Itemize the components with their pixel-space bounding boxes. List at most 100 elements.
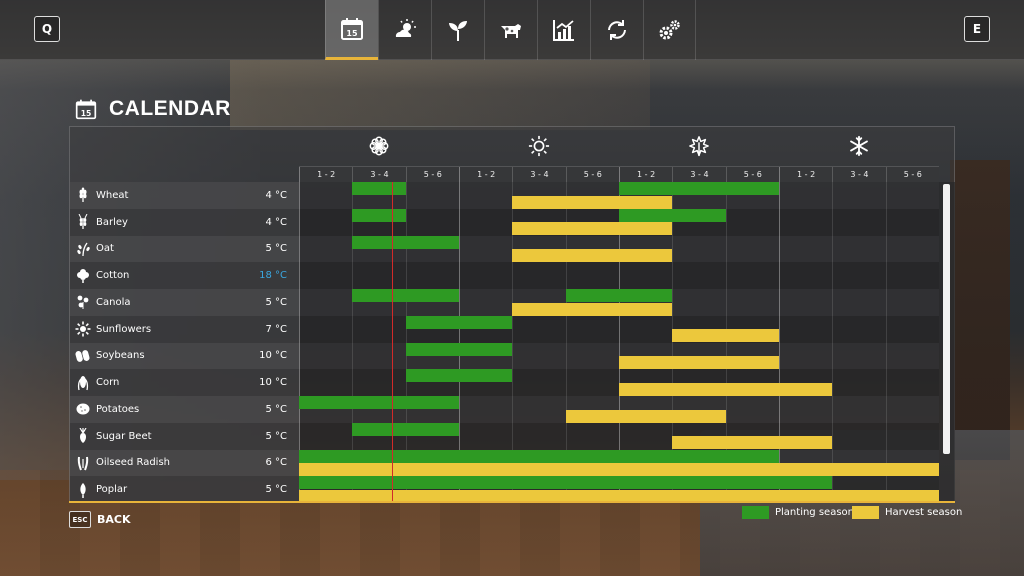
crop-row[interactable]: Barley 4 °C — [70, 208, 939, 236]
period-cell — [299, 262, 353, 289]
period-label: 1 - 2 — [778, 167, 832, 182]
period-label: 3 - 4 — [512, 167, 565, 182]
planting-bar — [352, 208, 406, 222]
crop-season-grid — [299, 235, 939, 263]
period-cell — [885, 235, 939, 263]
crop-name: Poplar — [96, 484, 128, 496]
crop-row[interactable]: Cotton 18 °C — [70, 262, 939, 289]
season-header — [299, 126, 939, 166]
period-cell — [778, 182, 833, 209]
tab-animals[interactable] — [484, 0, 537, 60]
back-label: BACK — [97, 513, 131, 526]
period-cell — [458, 182, 513, 209]
crop-row[interactable]: Poplar 5 °C — [70, 476, 939, 503]
crop-row[interactable]: Oat 5 °C — [70, 235, 939, 263]
calendar-icon: 15 — [341, 17, 363, 40]
oat-icon — [70, 241, 96, 257]
back-button[interactable]: ESC BACK — [69, 511, 131, 528]
sugarbeet-icon — [70, 428, 96, 444]
stats-icon — [553, 20, 574, 41]
crop-row[interactable]: Oilseed Radish 6 °C — [70, 449, 939, 477]
tab-contracts[interactable] — [590, 0, 643, 60]
legend-planting: Planting season — [742, 506, 854, 519]
crop-min-temperature: 6 °C — [265, 457, 287, 469]
tab-settings[interactable] — [643, 0, 696, 60]
crop-label: Oat 5 °C — [70, 235, 299, 263]
tab-weather[interactable] — [378, 0, 431, 60]
tab-statistics[interactable] — [537, 0, 590, 60]
period-cell — [405, 208, 459, 236]
period-cell — [458, 422, 513, 450]
harvest-bar — [672, 436, 833, 450]
period-cell — [778, 289, 833, 316]
period-cell — [405, 262, 459, 289]
period-cell — [458, 235, 513, 263]
period-cell — [832, 208, 886, 236]
crop-name: Barley — [96, 216, 128, 228]
crop-name: Oilseed Radish — [96, 457, 170, 469]
crop-min-temperature: 10 °C — [259, 350, 287, 362]
period-cell — [565, 262, 619, 289]
crop-label: Cotton 18 °C — [70, 262, 299, 289]
legend-planting-label: Planting season — [775, 507, 854, 518]
period-cell — [512, 396, 566, 423]
period-cell — [565, 422, 619, 450]
crop-name: Cotton — [96, 270, 130, 282]
crop-name: Potatoes — [96, 403, 140, 415]
period-cell — [725, 396, 779, 423]
period-cell — [885, 396, 939, 423]
crop-season-grid — [299, 396, 939, 423]
period-cell — [299, 182, 353, 209]
period-cell — [458, 289, 513, 316]
crop-name: Soybeans — [96, 350, 145, 362]
svg-text:15: 15 — [346, 29, 358, 38]
contracts-icon — [608, 20, 626, 40]
period-label: 1 - 2 — [458, 167, 512, 182]
crop-min-temperature: 5 °C — [265, 484, 287, 496]
previous-page-key-button[interactable]: Q — [34, 16, 60, 42]
crop-calendar-rows: Wheat 4 °C Barley 4 °C Oat 5 °C Cotton 18 °C Can… — [70, 182, 939, 503]
crop-row[interactable]: Sunflowers 7 °C — [70, 315, 939, 343]
next-page-key-button[interactable]: E — [964, 16, 990, 42]
season-summer — [459, 126, 619, 166]
period-label: 3 - 4 — [832, 167, 885, 182]
season-winter — [779, 126, 939, 166]
crop-row[interactable]: Corn 10 °C — [70, 369, 939, 396]
crop-row[interactable]: Potatoes 5 °C — [70, 396, 939, 423]
crop-row[interactable]: Wheat 4 °C — [70, 182, 939, 209]
period-cell — [512, 422, 566, 450]
period-cell — [725, 289, 779, 316]
soybean-icon — [70, 348, 96, 364]
crop-label: Poplar 5 °C — [70, 476, 299, 503]
planting-bar — [352, 422, 459, 436]
crop-name: Oat — [96, 243, 114, 255]
period-label: 1 - 2 — [618, 167, 672, 182]
period-cell — [778, 342, 833, 370]
period-cell — [618, 262, 673, 289]
scrollbar-thumb[interactable] — [943, 184, 950, 454]
crop-season-grid — [299, 449, 939, 477]
crop-row[interactable]: Canola 5 °C — [70, 289, 939, 316]
period-cell — [299, 208, 353, 236]
period-cell — [725, 262, 779, 289]
harvest-bar — [299, 489, 939, 503]
crop-min-temperature: 4 °C — [265, 216, 287, 228]
crop-min-temperature: 7 °C — [265, 323, 287, 335]
period-cell — [299, 369, 353, 396]
wheat-icon — [70, 187, 96, 203]
tab-calendar[interactable]: 15 — [325, 0, 378, 60]
period-cell — [778, 208, 833, 236]
period-label: 3 - 4 — [672, 167, 725, 182]
period-label: 5 - 6 — [725, 167, 779, 182]
planting-bar — [352, 182, 406, 195]
crop-row[interactable]: Sugar Beet 5 °C — [70, 422, 939, 450]
crop-min-temperature: 4 °C — [265, 189, 287, 201]
calendar-title-icon: 15 — [75, 99, 97, 120]
plant-icon — [449, 21, 467, 41]
tab-crops[interactable] — [431, 0, 484, 60]
page-title: CALENDAR — [109, 97, 231, 120]
legend-harvest-label: Harvest season — [885, 507, 963, 518]
crop-row[interactable]: Soybeans 10 °C — [70, 342, 939, 370]
calendar-scrollbar[interactable] — [939, 182, 955, 501]
